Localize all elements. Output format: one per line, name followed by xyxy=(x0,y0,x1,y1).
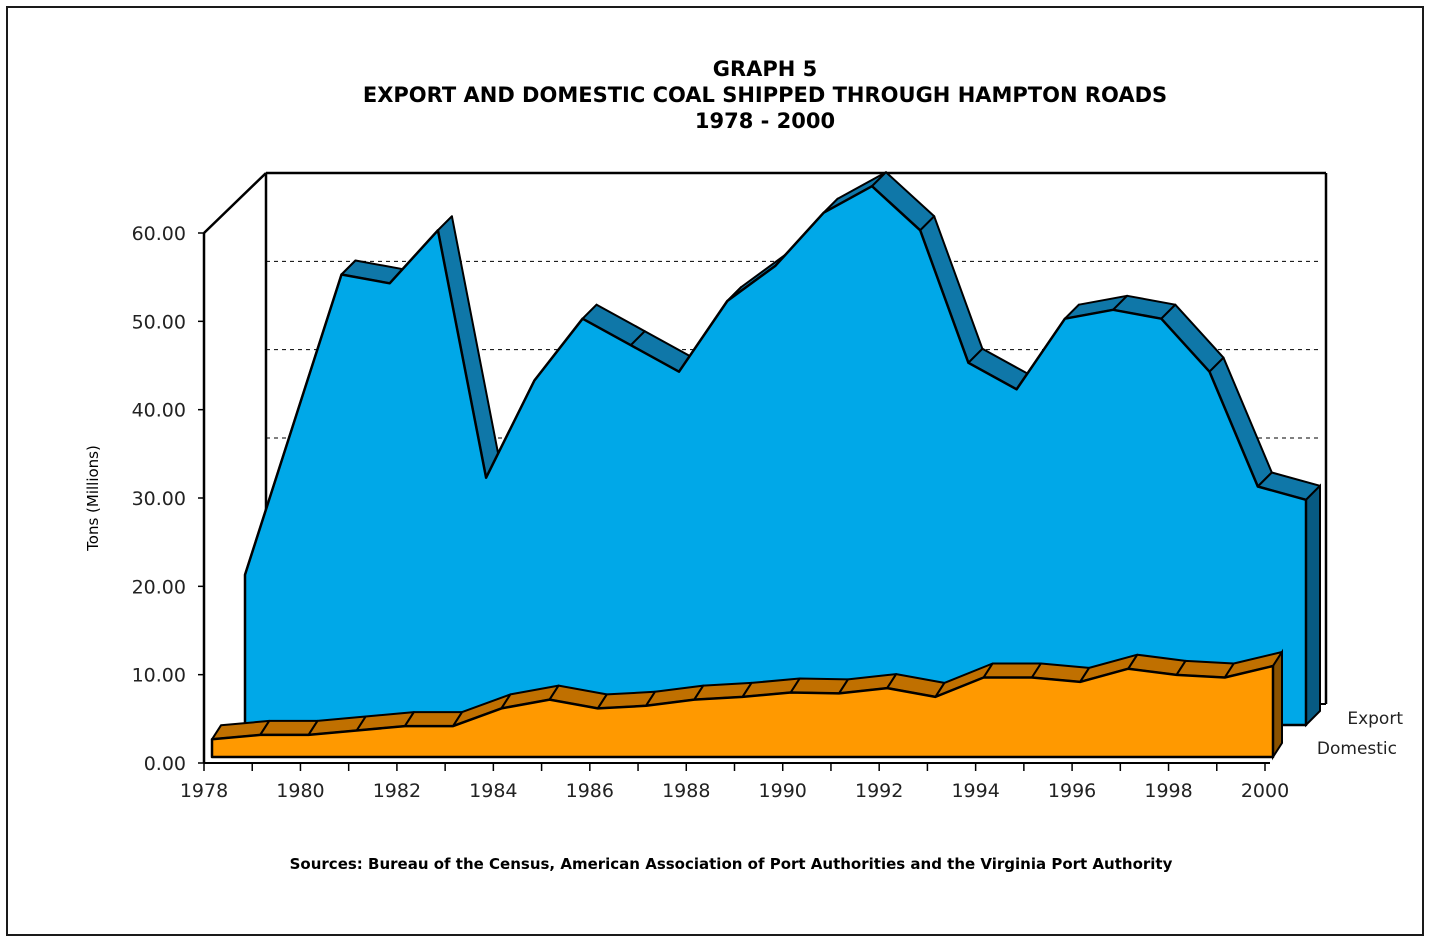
x-tick-label: 1986 xyxy=(566,780,614,802)
y-tick-label: 40.00 xyxy=(132,400,186,422)
area-chart: 0.00 10.00 20.00 30.00 40.00 50.00 60.00 1978 19… xyxy=(84,171,1403,802)
y-tick-label: 30.00 xyxy=(132,488,186,510)
x-tick-label: 1984 xyxy=(469,780,517,802)
domestic-area xyxy=(210,664,1275,759)
x-tick-label: 1994 xyxy=(951,780,999,802)
x-tick-label: 1996 xyxy=(1048,780,1096,802)
y-tick-label: 10.00 xyxy=(132,665,186,687)
x-tick-label: 1978 xyxy=(180,780,228,802)
domestic-side-face xyxy=(1272,648,1283,761)
y-tick-label: 50.00 xyxy=(132,311,186,333)
chart-title: GRAPH 5 xyxy=(712,57,818,81)
x-tick-label: 1998 xyxy=(1144,780,1192,802)
legend-export: Export xyxy=(1347,709,1403,729)
x-tick-label: 2000 xyxy=(1241,780,1289,802)
chart-period: 1978 - 2000 xyxy=(694,109,836,133)
export-area xyxy=(243,184,1308,727)
x-tick-label: 1992 xyxy=(855,780,903,802)
source-note: Sources: Bureau of the Census, American … xyxy=(289,855,1173,873)
legend-domestic: Domestic xyxy=(1317,739,1397,759)
chart-subtitle: EXPORT AND DOMESTIC COAL SHIPPED THROUGH… xyxy=(362,83,1168,107)
y-axis-label: Tons (Millions) xyxy=(84,445,102,552)
y-tick-label: 20.00 xyxy=(132,576,186,598)
x-tick-label: 1980 xyxy=(276,780,324,802)
export-side-face xyxy=(1305,483,1321,728)
y-tick-label: 0.00 xyxy=(144,753,186,775)
x-tick-label: 1988 xyxy=(662,780,710,802)
y-tick-label: 60.00 xyxy=(132,223,186,245)
chart-titles: GRAPH 5 EXPORT AND DOMESTIC COAL SHIPPED… xyxy=(0,56,1438,134)
wall-top-left-edge xyxy=(203,172,267,234)
x-tick-label: 1982 xyxy=(373,780,421,802)
x-tick-label: 1990 xyxy=(759,780,807,802)
